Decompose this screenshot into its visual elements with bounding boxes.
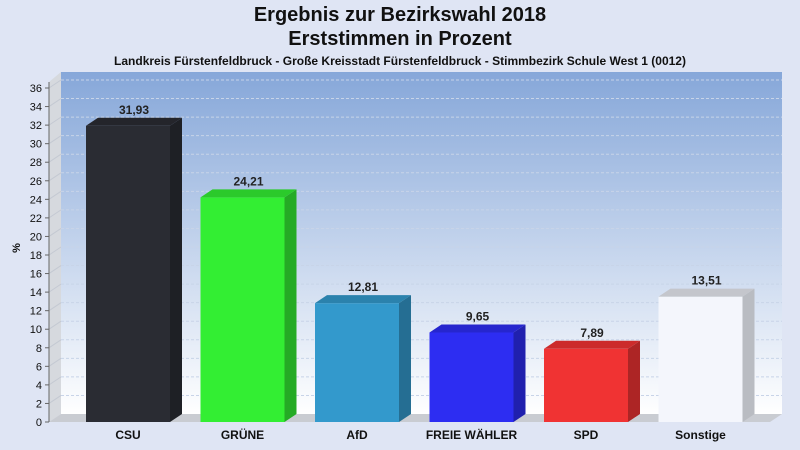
- y-axis-label: %: [11, 243, 23, 253]
- gridline-side: [48, 116, 62, 126]
- gridline-side: [48, 135, 62, 145]
- bar-top: [544, 340, 640, 349]
- data-label: 9,65: [466, 309, 490, 323]
- x-tick-label: AfD: [346, 428, 368, 442]
- y-tick-label: 6: [36, 361, 42, 373]
- bar-top: [86, 117, 182, 126]
- y-tick-label: 30: [30, 139, 42, 151]
- y-tick-label: 4: [36, 380, 42, 392]
- y-tick-label: 28: [30, 157, 42, 169]
- gridline-side: [48, 320, 62, 330]
- y-tick-label: 24: [30, 194, 42, 206]
- bar-top: [658, 288, 755, 297]
- gridline-side: [48, 190, 62, 200]
- gridline-side: [48, 98, 62, 107]
- gridline-side: [48, 246, 62, 256]
- data-label: 12,81: [348, 280, 378, 294]
- gridline-side: [48, 228, 62, 237]
- gridline-side: [48, 357, 62, 367]
- gridline-side: [48, 209, 62, 219]
- gridline-side: [48, 79, 62, 89]
- x-tick-label: CSU: [115, 428, 140, 442]
- bar-freie-wähler: [429, 324, 526, 422]
- x-tick-label: GRÜNE: [221, 427, 264, 442]
- y-tick-label: 36: [30, 83, 42, 95]
- y-tick-label: 26: [30, 176, 42, 188]
- bar-front: [315, 303, 399, 422]
- bar-spd: [544, 340, 640, 422]
- data-label: 7,89: [580, 326, 604, 340]
- bar-side: [742, 288, 755, 422]
- chart-subtitle: Landkreis Fürstenfeldbruck - Große Kreis…: [114, 54, 686, 68]
- data-label: 31,93: [119, 103, 149, 117]
- gridline-side: [48, 265, 62, 274]
- chart-title-line-2: Erststimmen in Prozent: [288, 28, 512, 50]
- y-tick-label: 34: [30, 102, 42, 114]
- y-tick-label: 18: [30, 250, 42, 262]
- gridline-side: [48, 339, 62, 349]
- y-tick-label: 16: [30, 269, 42, 281]
- y-tick-label: 2: [36, 398, 42, 410]
- bar-front: [200, 197, 285, 422]
- bar-side: [284, 189, 297, 422]
- y-tick-label: 12: [30, 306, 42, 318]
- bar-top: [315, 295, 411, 304]
- plot-side-wall: [49, 72, 61, 422]
- data-label: 24,21: [233, 174, 263, 188]
- y-tick-label: 14: [30, 287, 42, 299]
- gridline-side: [48, 172, 62, 182]
- y-tick-label: 10: [30, 324, 42, 336]
- bar-csu: [86, 117, 182, 422]
- bar-sonstige: [658, 288, 755, 422]
- bar-front: [429, 332, 514, 422]
- bar-side: [399, 295, 411, 422]
- y-tick-label: 0: [36, 417, 42, 429]
- y-tick-label: 22: [30, 213, 42, 225]
- x-tick-label: FREIE WÄHLER: [426, 427, 518, 442]
- data-label: 13,51: [691, 274, 721, 288]
- bar-grüne: [200, 189, 297, 422]
- bar-side: [170, 117, 182, 422]
- y-tick-label: 32: [30, 120, 42, 132]
- bar-top: [200, 189, 297, 198]
- x-tick-label: Sonstige: [675, 428, 726, 442]
- bar-side: [513, 324, 526, 422]
- gridline-side: [48, 302, 62, 312]
- chart-title: Ergebnis zur Bezirkswahl 2018: [253, 4, 547, 26]
- y-tick-label: 8: [36, 343, 42, 355]
- y-tick-label: 20: [30, 231, 42, 243]
- gridline-side: [48, 395, 62, 404]
- gridline-side: [48, 376, 62, 386]
- bar-front: [658, 296, 743, 422]
- bar-side: [628, 340, 640, 422]
- bar-front: [544, 348, 628, 422]
- gridline-side: [48, 153, 62, 163]
- x-tick-label: SPD: [574, 428, 599, 442]
- bar-afd: [315, 295, 411, 422]
- bar-front: [86, 125, 170, 422]
- gridline-side: [48, 283, 62, 293]
- bar-top: [429, 324, 526, 333]
